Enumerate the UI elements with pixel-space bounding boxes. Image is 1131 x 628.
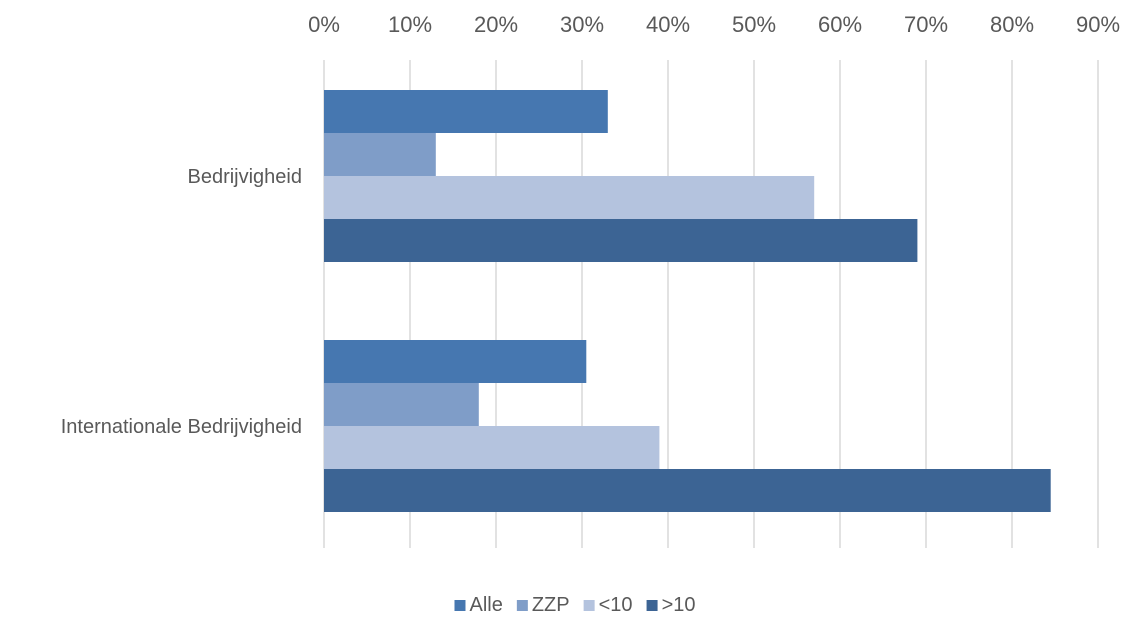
x-tick-label: 10% xyxy=(388,12,432,37)
legend: Alle ZZP <10 >10 xyxy=(454,594,696,616)
legend-swatch xyxy=(516,600,528,611)
category-labels: Bedrijvigheid Internationale Bedrijvighei… xyxy=(61,166,302,438)
legend-swatch xyxy=(646,600,658,611)
x-tick-label: 90% xyxy=(1076,12,1120,37)
bar-10-1 xyxy=(324,426,660,469)
x-tick-label: 40% xyxy=(646,12,690,37)
legend-label: >10 xyxy=(662,594,696,616)
bar-Alle-0 xyxy=(324,90,608,133)
x-tick-label: 60% xyxy=(818,12,862,37)
bars xyxy=(324,90,1051,512)
category-label: Bedrijvigheid xyxy=(187,166,302,188)
bar-ZZP-0 xyxy=(324,133,436,176)
legend-label: Alle xyxy=(469,594,502,616)
x-tick-label: 50% xyxy=(732,12,776,37)
legend-label: <10 xyxy=(599,594,633,616)
x-tick-label: 80% xyxy=(990,12,1034,37)
bar-10-0 xyxy=(324,219,918,262)
x-axis-tick-labels: 0% 10% 20% 30% 40% 50% 60% 70% 80% 90% xyxy=(308,12,1120,37)
bar-10-0 xyxy=(324,176,815,219)
x-tick-label: 70% xyxy=(904,12,948,37)
x-tick-label: 20% xyxy=(474,12,518,37)
bar-10-1 xyxy=(324,469,1051,512)
legend-swatch xyxy=(583,600,595,611)
bar-Alle-1 xyxy=(324,340,587,383)
category-label: Internationale Bedrijvigheid xyxy=(61,416,302,438)
x-tick-label: 30% xyxy=(560,12,604,37)
legend-label: ZZP xyxy=(532,594,570,616)
bar-ZZP-1 xyxy=(324,383,479,426)
x-tick-label: 0% xyxy=(308,12,340,37)
legend-swatch xyxy=(454,600,466,611)
